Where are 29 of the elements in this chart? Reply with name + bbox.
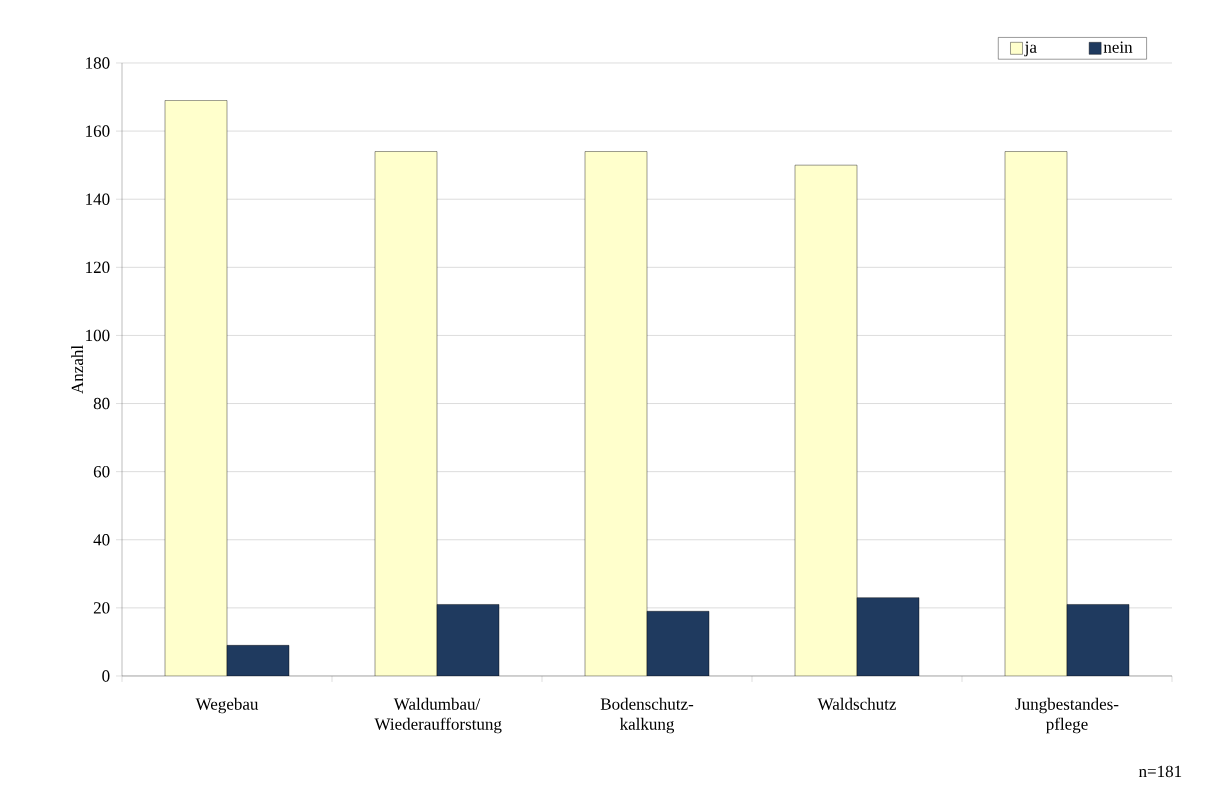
bar [584,151,648,676]
bar [794,164,858,676]
x-tick-label: Wegebau [195,697,259,714]
y-tick-label: 160 [86,125,110,137]
legend-label: nein [1103,41,1133,53]
bar [1066,604,1130,676]
y-axis-title: Anzahl [71,345,84,394]
x-tick-label: Waldumbau/ Wiederaufforstung [374,697,502,734]
bar [374,151,438,676]
bar [646,611,710,676]
y-tick-label: 80 [93,397,110,410]
y-tick-label: 60 [93,465,110,478]
y-tick-label: 120 [86,261,110,274]
y-tick-label: 40 [93,534,110,546]
bar [226,645,290,676]
x-tick-label: Jungbestandes-pflege [1015,697,1119,734]
y-tick-label: 0 [102,670,110,682]
y-tick-label: 100 [86,329,110,342]
bar [436,604,500,676]
y-tick-label: 20 [93,602,110,614]
bar [856,597,920,676]
legend-label: ja [1024,41,1037,57]
y-tick-label: 180 [86,57,110,69]
text: n=181 [1138,765,1182,778]
y-tick-label: 140 [86,193,110,205]
x-tick-label: Waldschutz [817,697,896,710]
bar [1004,151,1068,676]
x-tick-label: Bodenschutz-kalkung [600,697,694,734]
bar [164,100,228,676]
